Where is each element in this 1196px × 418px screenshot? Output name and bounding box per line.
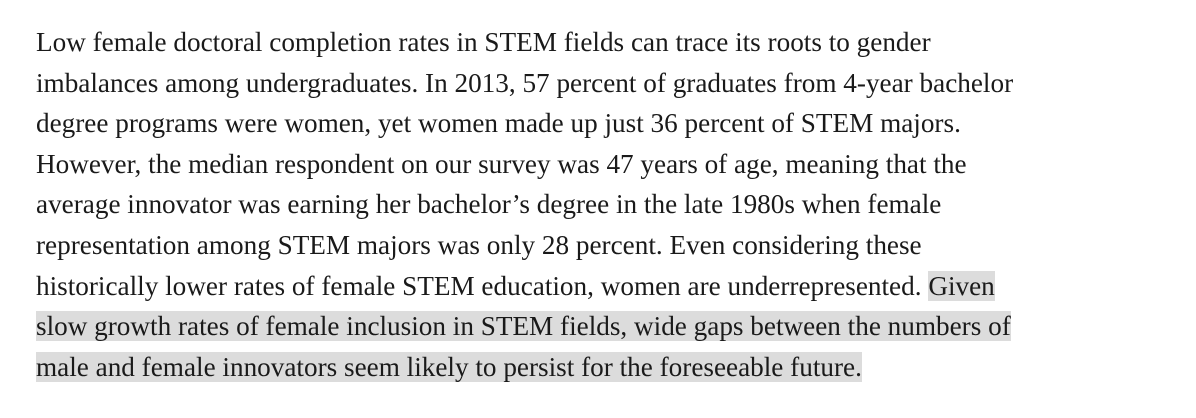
paragraph-line-4: However, the median respondent on our su… [36,148,967,179]
document-paragraph: Low female doctoral completion rates in … [36,22,1186,387]
paragraph-line-2: imbalances among undergraduates. In 2013… [36,67,1014,98]
highlighted-text-line-8: slow growth rates of female inclusion in… [36,311,1011,342]
paragraph-line-3: degree programs were women, yet women ma… [36,108,961,139]
paragraph-line-9: male and female innovators seem likely t… [36,347,1186,388]
highlighted-text-start: Given [928,270,995,301]
highlighted-text-line-9: male and female innovators seem likely t… [36,351,862,382]
paragraph-line-7-text: historically lower rates of female STEM … [36,270,929,301]
paragraph-line-1: Low female doctoral completion rates in … [36,27,931,57]
paragraph-line-5: average innovator was earning her bachel… [36,189,942,220]
paragraph-line-7: historically lower rates of female STEM … [36,266,1186,307]
paragraph-line-8: slow growth rates of female inclusion in… [36,306,1186,347]
paragraph-line-6: representation among STEM majors was onl… [36,229,922,260]
